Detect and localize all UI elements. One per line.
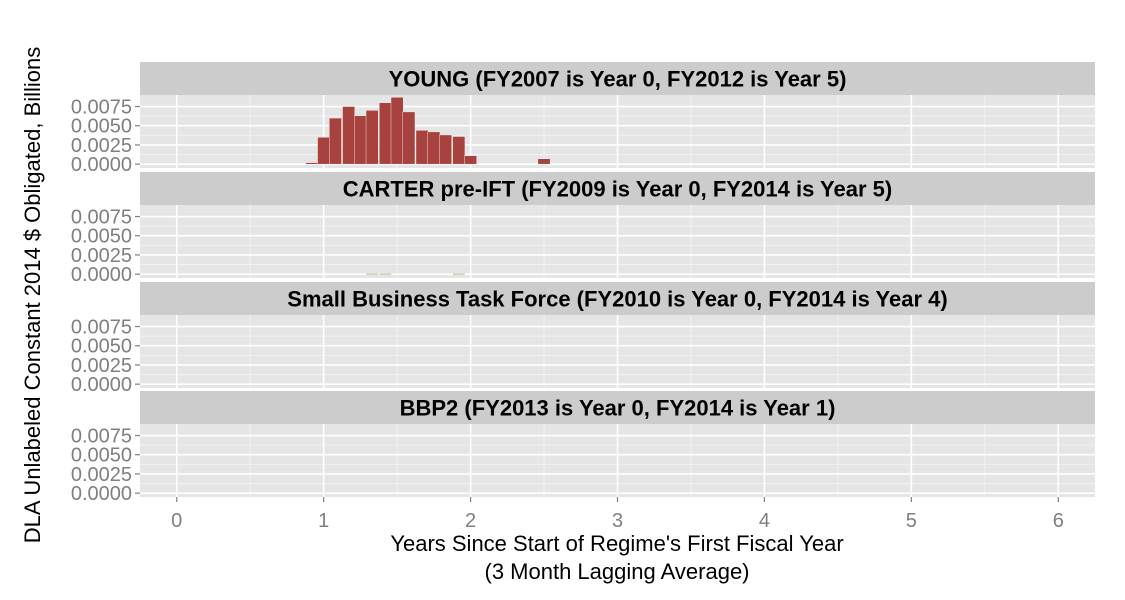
data-bar — [402, 111, 416, 165]
data-bar — [329, 117, 342, 165]
data-bar — [342, 106, 355, 165]
data-bar — [415, 130, 429, 165]
y-tick-label: 0.0075 — [71, 426, 132, 448]
y-tick-label: 0.0025 — [71, 464, 132, 486]
data-bar — [365, 110, 379, 165]
data-bar — [427, 131, 441, 165]
y-tick-label: 0.0050 — [71, 336, 132, 358]
data-bar — [452, 136, 466, 165]
facet-panel: Small Business Task Force (FY2010 is Yea… — [71, 282, 1095, 396]
facet-title: Small Business Task Force (FY2010 is Yea… — [287, 287, 947, 312]
data-bar — [317, 137, 330, 165]
y-tick-label: 0.0025 — [71, 245, 132, 267]
x-axis: 0 1 2 3 4 5 6 — [171, 497, 1064, 532]
facet-title: BBP2 (FY2013 is Year 0, FY2014 is Year 1… — [400, 396, 836, 421]
y-tick-label: 0.0075 — [71, 97, 132, 119]
data-bar — [305, 162, 319, 165]
y-tick-label: 0.0000 — [71, 154, 132, 176]
facet-strip — [140, 282, 1095, 315]
facet-panel: BBP2 (FY2013 is Year 0, FY2014 is Year 1… — [71, 391, 1095, 505]
y-tick-label: 0.0050 — [71, 226, 132, 248]
data-bar — [365, 273, 379, 275]
y-tick-label: 0.0075 — [71, 317, 132, 339]
x-tick-label: 2 — [465, 510, 476, 532]
x-axis-title-line-1: Years Since Start of Regime's First Fisc… — [390, 531, 843, 556]
y-tick-label: 0.0050 — [71, 116, 132, 138]
y-tick-label: 0.0025 — [71, 355, 132, 377]
x-tick-label: 0 — [171, 510, 182, 532]
data-bar — [379, 102, 392, 165]
x-tick-label: 6 — [1053, 510, 1064, 532]
y-axis-title: DLA Unlabeled Constant 2014 $ Obligated,… — [20, 47, 45, 544]
y-tick-label: 0.0000 — [71, 374, 132, 396]
x-tick-label: 3 — [612, 510, 623, 532]
facet-strip — [140, 62, 1095, 95]
facet-strip — [140, 391, 1095, 424]
data-bar — [537, 158, 551, 165]
panels-group: YOUNG (FY2007 is Year 0, FY2012 is Year … — [71, 62, 1095, 505]
x-axis-title-line-2: (3 Month Lagging Average) — [485, 559, 750, 584]
y-tick-label: 0.0025 — [71, 135, 132, 157]
data-bar — [379, 273, 392, 275]
y-tick-label: 0.0075 — [71, 207, 132, 229]
data-bar — [452, 273, 466, 275]
facet-panel: CARTER pre-IFT (FY2009 is Year 0, FY2014… — [71, 172, 1095, 286]
facet-panel: YOUNG (FY2007 is Year 0, FY2012 is Year … — [71, 62, 1095, 176]
x-tick-label: 1 — [318, 510, 329, 532]
x-tick-label: 4 — [759, 510, 770, 532]
facet-title: CARTER pre-IFT (FY2009 is Year 0, FY2014… — [343, 177, 892, 202]
y-tick-label: 0.0050 — [71, 445, 132, 467]
data-bar — [464, 155, 477, 165]
data-bar — [390, 97, 404, 165]
facet-strip — [140, 172, 1095, 205]
x-tick-label: 5 — [906, 510, 917, 532]
y-tick-label: 0.0000 — [71, 483, 132, 505]
facet-title: YOUNG (FY2007 is Year 0, FY2012 is Year … — [389, 67, 847, 92]
data-bar — [439, 134, 452, 165]
data-bar — [354, 115, 367, 165]
y-tick-label: 0.0000 — [71, 264, 132, 286]
